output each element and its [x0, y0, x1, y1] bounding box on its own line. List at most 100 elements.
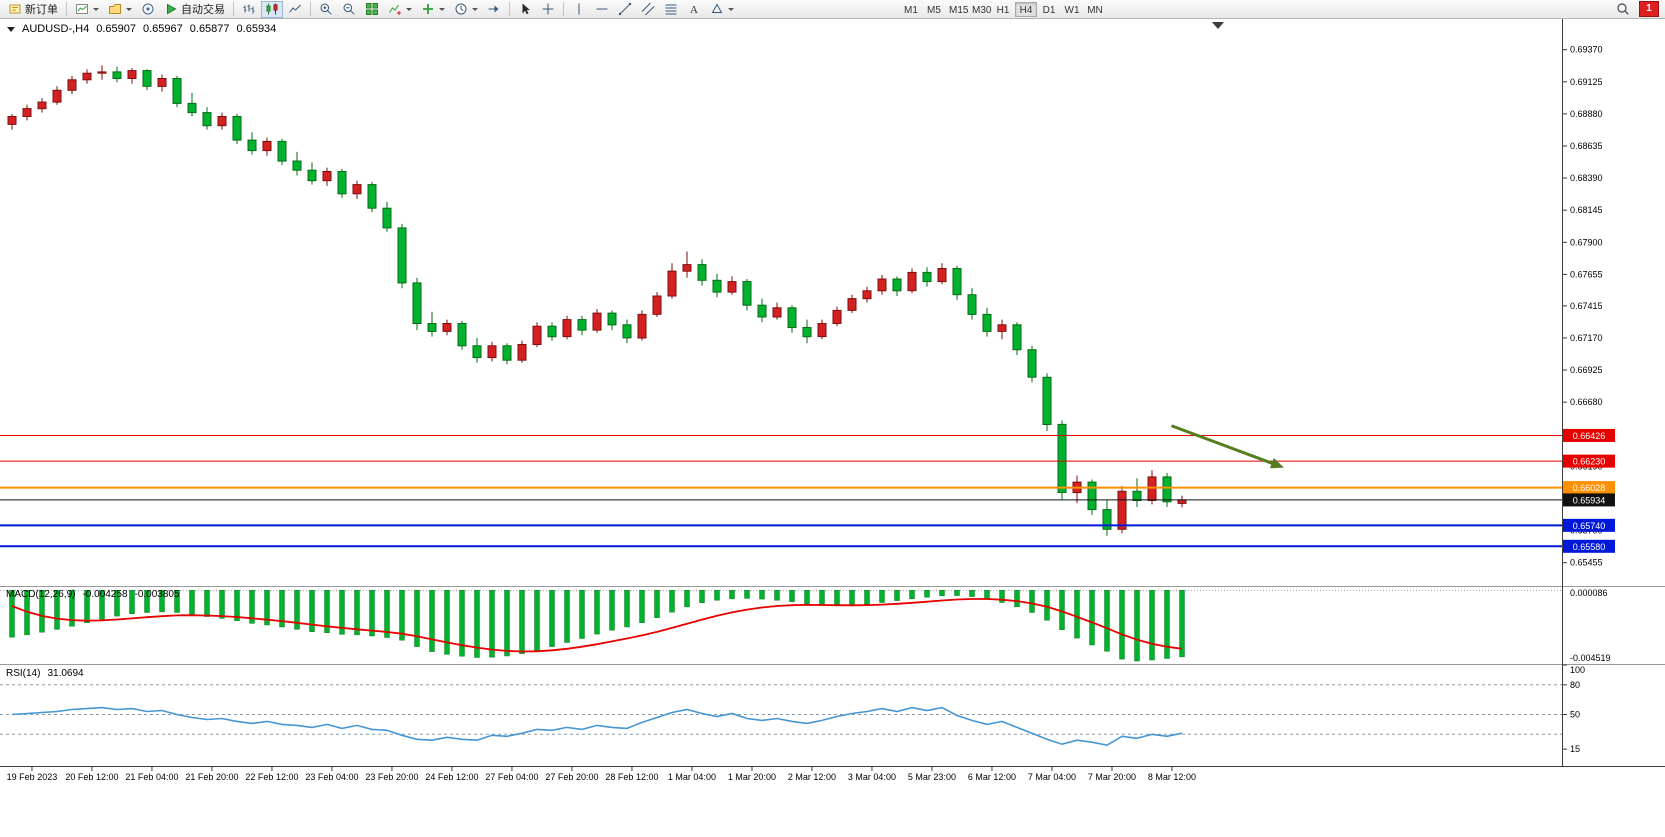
- arrows-button[interactable]: [706, 1, 738, 18]
- ohlc-high: 0.65967: [143, 23, 183, 35]
- candle: [22, 108, 32, 117]
- candle: [967, 294, 977, 315]
- timeframe-m30-button[interactable]: M30: [969, 2, 991, 17]
- hline-icon: [595, 2, 609, 16]
- ohlc-close: 0.65934: [236, 23, 277, 35]
- trend-arrow-head[interactable]: [1269, 457, 1284, 469]
- vline-icon: [572, 2, 586, 16]
- chart-shift-marker[interactable]: [1212, 22, 1224, 29]
- candlestick-chart-button[interactable]: [261, 0, 283, 18]
- profiles-button[interactable]: [104, 1, 136, 18]
- price-tick-label: 0.68635: [1570, 141, 1603, 151]
- price-badge[interactable]: [1563, 518, 1615, 532]
- add-indicator-button[interactable]: [417, 1, 449, 18]
- price-tick-label: 0.66925: [1570, 365, 1603, 375]
- new-order-button[interactable]: 新订单: [4, 1, 62, 18]
- profiles-icon: [108, 2, 122, 16]
- zoom-in-button[interactable]: [315, 1, 337, 18]
- rsi-line: [11, 706, 1183, 747]
- price-badge[interactable]: [1563, 493, 1615, 507]
- candle: [622, 324, 632, 339]
- new-chart-button[interactable]: [71, 1, 103, 18]
- price-badge[interactable]: [1563, 481, 1615, 495]
- candle: [172, 78, 182, 104]
- zoom-out-button[interactable]: [338, 1, 360, 18]
- cursor-icon: [518, 2, 532, 16]
- rsi-indicator-label: RSI(14) 31.0694: [6, 668, 84, 679]
- timeframe-w1-button[interactable]: W1: [1061, 2, 1083, 17]
- price-badge-label: 0.65934: [1573, 495, 1606, 505]
- vertical-line-button[interactable]: [568, 1, 590, 18]
- toolbar-separator: [310, 2, 311, 16]
- cursor-button[interactable]: [514, 1, 536, 18]
- price-tick-label: 0.67900: [1570, 237, 1603, 247]
- price-badge[interactable]: [1563, 454, 1615, 468]
- channel-icon: [641, 2, 655, 16]
- shift-icon: [487, 2, 501, 16]
- line-chart-button[interactable]: [284, 1, 306, 18]
- dropdown-caret-icon: [406, 7, 412, 11]
- price-tick-label: 0.67415: [1570, 301, 1603, 311]
- timeframe-mn-button[interactable]: MN: [1084, 2, 1106, 17]
- candle: [952, 268, 962, 296]
- timeframe-m1-button[interactable]: M1: [900, 2, 922, 17]
- auto-trading-button[interactable]: 自动交易: [160, 1, 229, 18]
- timeframe-d1-button[interactable]: D1: [1038, 2, 1060, 17]
- candle: [457, 323, 467, 347]
- price-badge[interactable]: [1563, 539, 1615, 553]
- market-watch-button[interactable]: [137, 1, 159, 18]
- text-label-button[interactable]: A: [683, 1, 705, 18]
- candle: [982, 313, 992, 332]
- toolbar-separator: [233, 2, 234, 16]
- notification-badge[interactable]: 1: [1639, 1, 1659, 17]
- price-badge[interactable]: [1563, 428, 1615, 442]
- trend-icon: [618, 2, 632, 16]
- toolbar: 新订单 自动交易 A M1 M5 M15 M30 H1 H4 D1 W1 MN 1: [0, 0, 1665, 19]
- one-click-trading-toggle-icon[interactable]: [7, 26, 15, 32]
- candle: [1132, 490, 1142, 501]
- candle: [772, 307, 782, 318]
- timeframe-m5-button[interactable]: M5: [923, 2, 945, 17]
- price-badge-label: 0.66028: [1573, 483, 1606, 493]
- chart-shift-button[interactable]: [483, 1, 505, 18]
- dropdown-caret-icon: [126, 7, 132, 11]
- equidistant-channel-button[interactable]: [637, 1, 659, 18]
- price-tick-label: 0.69370: [1570, 45, 1603, 55]
- candle: [742, 281, 752, 306]
- candle: [277, 140, 287, 162]
- candle: [472, 345, 482, 359]
- horizontal-line-button[interactable]: [591, 1, 613, 18]
- fibo-icon: [664, 2, 678, 16]
- toolbar-separator: [509, 2, 510, 16]
- macd-histogram: [9, 590, 1185, 662]
- candle: [502, 345, 512, 361]
- candle: [1102, 509, 1112, 530]
- auto-scroll-button[interactable]: [450, 1, 482, 18]
- candle: [937, 268, 947, 283]
- time-axis-label: 1 Mar 20:00: [728, 772, 776, 782]
- candle: [1087, 481, 1097, 511]
- time-axis-label: 5 Mar 23:00: [908, 772, 956, 782]
- trendline-button[interactable]: [614, 1, 636, 18]
- candle: [1012, 324, 1022, 351]
- candle: [757, 304, 767, 318]
- timeframe-h1-button[interactable]: H1: [992, 2, 1014, 17]
- time-axis-label: 27 Feb 20:00: [545, 772, 598, 782]
- candle: [82, 72, 92, 81]
- candle: [247, 139, 257, 152]
- indicators-button[interactable]: [384, 1, 416, 18]
- search-button[interactable]: [1612, 1, 1634, 18]
- bar-chart-button[interactable]: [238, 1, 260, 18]
- candle: [577, 319, 587, 331]
- price-tick-label: 0.68390: [1570, 173, 1603, 183]
- trend-arrow[interactable]: [1170, 424, 1277, 466]
- timeframe-m15-button[interactable]: M15: [946, 2, 968, 17]
- timeframe-h4-button[interactable]: H4: [1015, 1, 1037, 17]
- tile-windows-button[interactable]: [361, 1, 383, 18]
- fibonacci-button[interactable]: [660, 1, 682, 18]
- candle: [892, 278, 902, 292]
- toolbar-separator: [66, 2, 67, 16]
- price-badge-label: 0.66230: [1573, 457, 1606, 467]
- crosshair-button[interactable]: [537, 1, 559, 18]
- candle: [187, 102, 197, 114]
